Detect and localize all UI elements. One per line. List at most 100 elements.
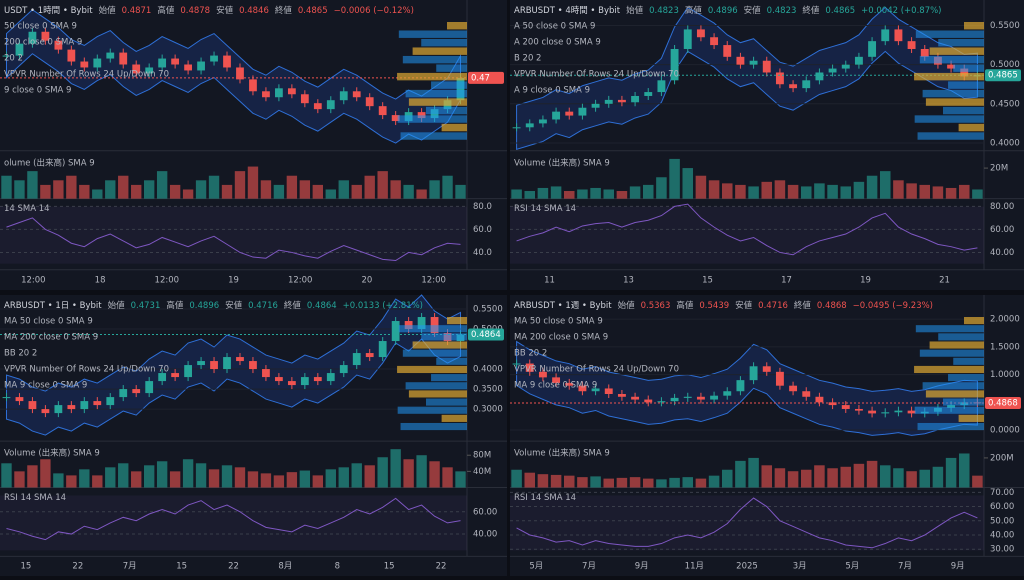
vpvr-bar bbox=[914, 115, 984, 123]
y-tick-label: 0.4000 bbox=[990, 138, 1020, 148]
candle bbox=[696, 396, 705, 400]
candle bbox=[80, 61, 89, 68]
vpvr-bar bbox=[917, 422, 984, 431]
candle bbox=[352, 353, 361, 366]
candle bbox=[184, 365, 192, 378]
volume-bar bbox=[403, 459, 414, 488]
volume-bar bbox=[338, 180, 349, 199]
header: ARBUSDT • 1週 • Bybit 始値 0.5363 高値 0.5439 安値 0.… bbox=[514, 300, 933, 311]
candle bbox=[815, 396, 824, 403]
y-tick-label: 60.00 bbox=[990, 502, 1014, 512]
vpvr-bar bbox=[938, 333, 984, 341]
volume-bar bbox=[442, 467, 453, 488]
volume-bar bbox=[247, 166, 259, 199]
header-open: 0.4871 bbox=[122, 6, 152, 16]
x-tick-label: 15 bbox=[21, 562, 32, 572]
candle bbox=[197, 361, 205, 366]
volume-bar bbox=[550, 474, 562, 488]
y-tick-label: 60.00 bbox=[990, 225, 1014, 235]
header-low: 0.4716 bbox=[248, 301, 278, 311]
candle bbox=[828, 402, 837, 406]
volume-bar bbox=[429, 180, 440, 199]
candle bbox=[552, 111, 561, 120]
vpvr-bar bbox=[942, 106, 984, 115]
volume-bar bbox=[972, 189, 983, 199]
volume-bar bbox=[325, 469, 336, 488]
volume-bar bbox=[1, 463, 12, 488]
volume-bar bbox=[853, 181, 865, 199]
x-tick-label: 22 bbox=[72, 562, 83, 572]
x-tick-label: 8 bbox=[335, 562, 340, 572]
rsi-label: RSI 14 SMA 14 bbox=[4, 493, 66, 503]
candle bbox=[762, 60, 771, 73]
volume-bar bbox=[629, 477, 641, 488]
y-tick-label: 40.00 bbox=[990, 530, 1014, 540]
volume-bar bbox=[66, 475, 77, 488]
x-tick-label: 9月 bbox=[635, 562, 649, 572]
indicator-label: MA 50 close 0 SMA 9 bbox=[4, 317, 93, 327]
volume-bar bbox=[364, 465, 375, 488]
candle bbox=[93, 58, 102, 68]
volume-bar bbox=[695, 478, 707, 488]
vpvr-bar bbox=[398, 325, 467, 333]
candle bbox=[378, 106, 387, 116]
volume-bar bbox=[92, 189, 103, 199]
volume-bar bbox=[932, 186, 944, 199]
candle bbox=[158, 373, 167, 382]
volume-bar bbox=[79, 184, 90, 199]
header-high: 0.4896 bbox=[708, 6, 738, 16]
last-price-label: 0.4864 bbox=[471, 330, 501, 340]
volume-label: Volume (出来高) SMA 9 bbox=[514, 157, 610, 168]
volume-bar bbox=[299, 470, 311, 488]
volume-bar bbox=[590, 476, 601, 488]
volume-bar bbox=[853, 463, 865, 488]
volume-bar bbox=[390, 449, 401, 488]
candle bbox=[158, 58, 167, 68]
candle bbox=[670, 48, 679, 81]
volume-bar bbox=[642, 478, 654, 488]
volume-bar bbox=[105, 467, 116, 488]
y-tick-label: 70.00 bbox=[990, 488, 1014, 498]
indicator-label: B 20 2 bbox=[514, 54, 541, 64]
vpvr-bar bbox=[953, 64, 984, 72]
vpvr-bar bbox=[914, 406, 984, 414]
volume-bar bbox=[247, 471, 259, 488]
y-tick-label: 40M bbox=[473, 467, 491, 477]
candle bbox=[119, 52, 128, 65]
volume-bar bbox=[156, 171, 168, 199]
vpvr-bar bbox=[914, 72, 984, 81]
volume-bar bbox=[27, 465, 38, 488]
candle bbox=[287, 381, 296, 386]
volume-bar bbox=[682, 477, 694, 488]
candle bbox=[313, 103, 322, 110]
x-tick-label: 5月 bbox=[529, 562, 543, 572]
candle bbox=[749, 60, 758, 65]
candle bbox=[894, 29, 903, 42]
volume-bar bbox=[208, 175, 220, 199]
candle bbox=[145, 67, 154, 74]
candle bbox=[591, 388, 600, 392]
header-change: +0.0042 (+0.87%) bbox=[861, 6, 941, 16]
vpvr-bar bbox=[421, 333, 467, 341]
x-tick-label: 20 bbox=[362, 275, 373, 285]
x-tick-label: 2025 bbox=[736, 562, 758, 572]
volume-bar bbox=[131, 184, 142, 199]
header-high: 0.5439 bbox=[699, 301, 729, 311]
volume-bar bbox=[814, 183, 825, 199]
rsi-line bbox=[6, 217, 461, 262]
volume-bar bbox=[958, 184, 970, 199]
vpvr-bar bbox=[405, 89, 467, 98]
vpvr-bar bbox=[397, 115, 467, 123]
vpvr-bar bbox=[436, 64, 467, 72]
candle bbox=[512, 127, 521, 129]
volume-bar bbox=[590, 187, 601, 199]
candle bbox=[881, 412, 890, 414]
rsi-line bbox=[516, 497, 978, 549]
header-low-label: 安値 bbox=[744, 5, 762, 16]
header-open: 0.5363 bbox=[641, 301, 671, 311]
vpvr-bar bbox=[953, 357, 984, 365]
x-tick-label: 22 bbox=[436, 562, 447, 572]
x-tick-label: 18 bbox=[95, 275, 106, 285]
volume-bar bbox=[774, 180, 786, 199]
